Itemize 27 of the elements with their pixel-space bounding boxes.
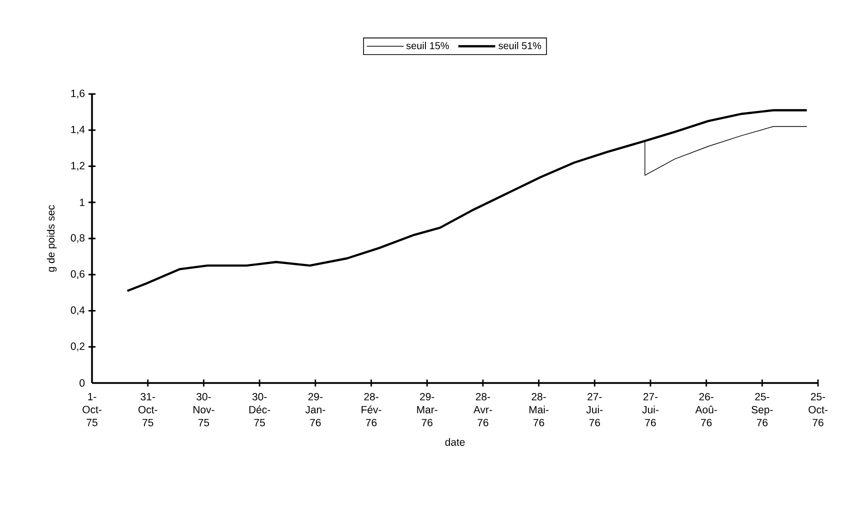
y-axis-title: g de poids sec <box>46 205 57 272</box>
y-tick-label: 0,4 <box>70 306 85 316</box>
x-tick-label: 30-Déc-75 <box>249 393 270 426</box>
x-tick-label: 28-Avr-76 <box>473 393 492 426</box>
y-tick-label: 0,8 <box>70 234 85 243</box>
x-tick-label: 27-Jui-76 <box>642 393 658 426</box>
y-tick-label: 0 <box>80 379 85 387</box>
y-tick-label: 1,6 <box>71 90 85 98</box>
x-tick-label: 25-Oct-76 <box>808 393 828 426</box>
legend-label: seuil 51% <box>498 42 542 50</box>
x-tick-label: 25-Sep-76 <box>752 393 773 426</box>
x-tick-label: 26-Aoû-76 <box>695 393 717 426</box>
y-tick-label: 0,6 <box>70 270 85 279</box>
x-tick-label: 29-Jan-76 <box>305 393 326 426</box>
x-tick-label: 29-Mar-76 <box>417 393 438 426</box>
x-tick-label: 28-Mai-76 <box>529 393 548 426</box>
legend-label: seuil 15% <box>406 42 449 50</box>
y-tick-label: 0,2 <box>70 342 84 352</box>
x-tick-label: 27-Jui-76 <box>586 393 603 426</box>
x-tick-label: 30-Nov-75 <box>194 393 214 426</box>
x-tick-label: 1-Oct-75 <box>82 393 102 426</box>
x-tick-label: 28-Fév-76 <box>362 393 382 426</box>
y-tick-label: 1 <box>80 198 84 206</box>
y-tick-label: 1,4 <box>71 126 85 134</box>
x-tick-label: 31-Oct-75 <box>138 393 158 426</box>
x-axis-title: date <box>445 438 465 446</box>
y-tick-label: 1,2 <box>71 162 84 171</box>
